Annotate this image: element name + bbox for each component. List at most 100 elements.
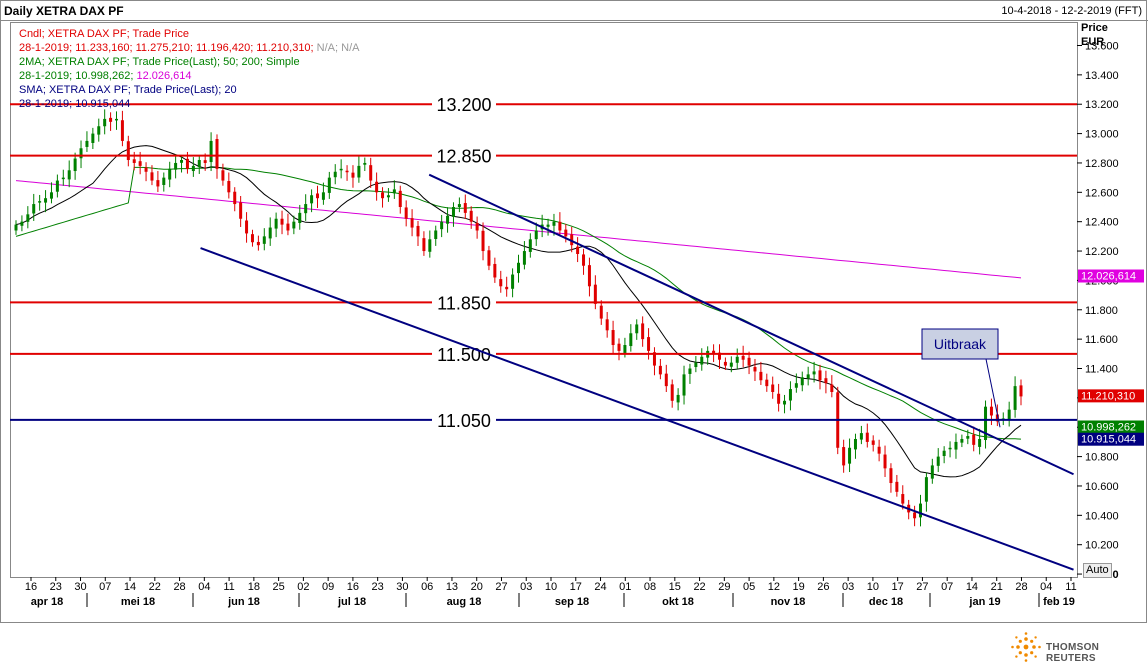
- candle-body: [132, 159, 136, 163]
- candle-body: [759, 371, 763, 381]
- legend: Cndl; XETRA DAX PF; Trade Price 28-1-201…: [19, 27, 359, 111]
- candle-body: [913, 512, 917, 519]
- y-tick-label: 12.800: [1085, 158, 1119, 170]
- candle-body: [339, 168, 343, 171]
- candle-body: [623, 345, 627, 353]
- x-tick-label: 28: [173, 581, 185, 593]
- y-tick-label: 10.600: [1085, 481, 1119, 493]
- x-month-label: nov 18: [771, 596, 806, 608]
- level-label: 11.500: [437, 345, 491, 365]
- legend-cndl-na: N/A; N/A: [316, 42, 360, 54]
- candle-body: [954, 441, 958, 450]
- x-tick-label: 22: [149, 581, 161, 593]
- candle-body: [26, 214, 30, 222]
- candle-body: [664, 373, 668, 387]
- candle-body: [221, 170, 225, 181]
- candle-body: [824, 378, 828, 384]
- value-tag-bg: [1078, 389, 1144, 403]
- level-label-bg: [432, 290, 496, 315]
- level-label: 12.850: [436, 147, 491, 167]
- candle-body: [256, 241, 260, 246]
- candle-body: [20, 221, 24, 226]
- auto-scale-button[interactable]: Auto: [1083, 563, 1112, 578]
- x-tick-label: 14: [124, 581, 136, 593]
- level-label-bg: [432, 92, 496, 117]
- x-tick-label: 18: [248, 581, 260, 593]
- level-label-bg: [432, 407, 496, 432]
- x-month-label: dec 18: [869, 596, 903, 608]
- candle-body: [788, 389, 792, 401]
- candle-body: [812, 371, 816, 375]
- candle-body: [617, 343, 621, 351]
- legend-cndl-values: 28-1-2019; 11.233,160; 11.275,210; 11.19…: [19, 42, 314, 54]
- candle-body: [298, 212, 302, 224]
- candle-body: [357, 165, 361, 178]
- candle-body: [120, 120, 124, 141]
- candle-body: [55, 180, 59, 192]
- candle-body: [327, 177, 331, 193]
- x-tick-label: 27: [495, 581, 507, 593]
- candle-body: [995, 414, 999, 422]
- y-axis-price-label: Price: [1081, 22, 1108, 34]
- x-tick-label: 06: [421, 581, 433, 593]
- candle-body: [203, 160, 207, 163]
- x-tick-label: 30: [396, 581, 408, 593]
- x-tick-label: 04: [1040, 581, 1052, 593]
- candle-body: [428, 239, 432, 252]
- candle-body: [191, 165, 195, 172]
- candle-body: [233, 191, 237, 205]
- y-tick-label: 11.400: [1085, 364, 1118, 376]
- candle-body: [794, 383, 798, 388]
- candle-body: [245, 220, 249, 234]
- x-tick-label: 09: [322, 581, 334, 593]
- candle-body: [44, 198, 48, 203]
- y-tick-label: 11.800: [1085, 305, 1118, 317]
- candle-body: [942, 450, 946, 457]
- candle-body: [658, 365, 662, 375]
- x-tick-label: 04: [198, 581, 210, 593]
- x-tick-label: 21: [991, 581, 1003, 593]
- x-tick-label: 24: [594, 581, 606, 593]
- x-month-label: okt 18: [662, 596, 694, 608]
- x-month-label: jan 19: [968, 596, 1000, 608]
- candle-body: [109, 117, 113, 122]
- outer-frame: [0, 0, 1147, 623]
- x-tick-label: 03: [520, 581, 532, 593]
- x-tick-label: 17: [570, 581, 582, 593]
- date-range: 10-4-2018 - 12-2-2019 (FFT): [1001, 5, 1142, 17]
- value-tag: 10.998,262: [1081, 421, 1136, 433]
- candle-body: [729, 362, 733, 367]
- candle-body: [61, 177, 65, 180]
- level-label: 13.200: [436, 95, 491, 115]
- candle-body: [32, 204, 36, 214]
- candle-body: [185, 158, 189, 169]
- x-tick-label: 28: [1015, 581, 1027, 593]
- candle-body: [451, 207, 455, 217]
- x-tick-label: 14: [966, 581, 978, 593]
- x-tick-label: 13: [446, 581, 458, 593]
- x-tick-label: 01: [619, 581, 631, 593]
- candle-body: [250, 234, 254, 243]
- candle-body: [984, 406, 988, 441]
- candle-body: [966, 436, 970, 439]
- candle-body: [304, 204, 308, 214]
- candle-body: [91, 133, 95, 143]
- x-tick-label: 19: [792, 581, 804, 593]
- candle-body: [889, 468, 893, 484]
- candle-body: [493, 263, 497, 278]
- legend-sma-label: SMA; XETRA DAX PF; Trade Price(Last); 20: [19, 84, 237, 96]
- x-tick-label: 22: [693, 581, 705, 593]
- level-label: 11.850: [437, 293, 491, 313]
- thomson-reuters-logo-text: THOMSON REUTERS: [1046, 642, 1100, 664]
- candle-body: [286, 223, 290, 231]
- candle-body: [924, 477, 928, 502]
- candle-body: [280, 218, 284, 225]
- candle-body: [842, 447, 846, 466]
- candle-body: [576, 246, 580, 254]
- candle-body: [174, 162, 178, 170]
- candle-body: [416, 225, 420, 237]
- candle-body: [670, 384, 674, 401]
- x-tick-label: 05: [743, 581, 755, 593]
- x-tick-label: 23: [50, 581, 62, 593]
- candle-body: [652, 352, 656, 366]
